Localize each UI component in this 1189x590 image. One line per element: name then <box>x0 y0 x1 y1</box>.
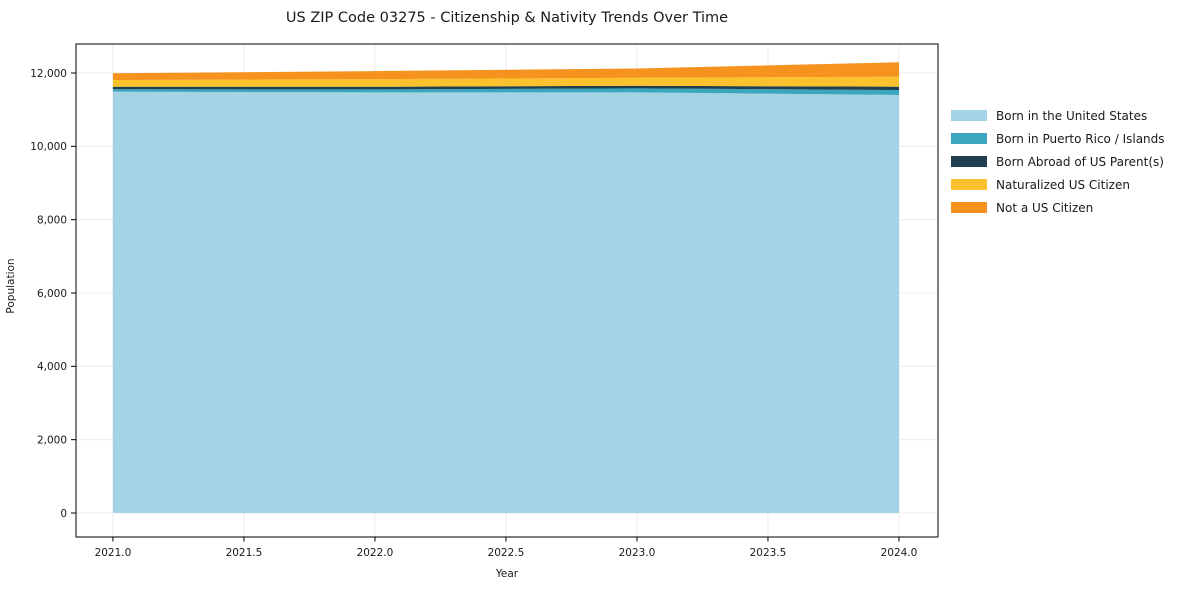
y-tick-label: 0 <box>60 508 67 520</box>
y-tick-label: 10,000 <box>30 141 67 153</box>
area-born-in-puerto-rico-islands <box>112 88 899 95</box>
legend-item-born-in-the-united-states: Born in the United States <box>951 104 1165 127</box>
legend-swatch <box>951 179 987 190</box>
legend-swatch <box>951 110 987 121</box>
legend-label: Born in Puerto Rico / Islands <box>996 131 1165 146</box>
x-axis-label: Year <box>495 568 519 580</box>
x-tick-label: 2023.0 <box>619 547 656 559</box>
area-not-a-us-citizen <box>112 62 899 80</box>
y-axis-label: Population <box>5 258 17 313</box>
y-tick-label: 8,000 <box>37 214 67 226</box>
x-tick-label: 2021.5 <box>226 547 263 559</box>
plot-frame <box>75 43 939 538</box>
legend-swatch <box>951 156 987 167</box>
area-born-in-the-united-states <box>112 91 899 513</box>
y-tick-label: 4,000 <box>37 361 67 373</box>
x-tick-label: 2023.5 <box>750 547 787 559</box>
chart-title: US ZIP Code 03275 - Citizenship & Nativi… <box>286 10 728 26</box>
y-tick-label: 6,000 <box>37 288 67 300</box>
legend-item-not-a-us-citizen: Not a US Citizen <box>951 196 1165 219</box>
area-layer <box>112 62 899 513</box>
legend-item-born-abroad-of-us-parent-s: Born Abroad of US Parent(s) <box>951 150 1165 173</box>
legend-swatch <box>951 202 987 213</box>
x-tick-label: 2024.0 <box>881 547 918 559</box>
y-tick-label: 12,000 <box>30 68 67 80</box>
legend-label: Born Abroad of US Parent(s) <box>996 154 1164 169</box>
legend: Born in the United States Born in Puerto … <box>951 104 1165 219</box>
area-born-abroad-of-us-parent-s <box>112 85 899 90</box>
legend-label: Not a US Citizen <box>996 200 1094 215</box>
y-tick-label: 2,000 <box>37 434 67 446</box>
x-tick-label: 2022.5 <box>488 547 525 559</box>
x-tick-label: 2022.0 <box>357 547 394 559</box>
tick-layer: 2021.0 2021.5 2022.0 2022.5 2023.0 2023.5 2024… <box>30 68 917 559</box>
legend-item-naturalized-us-citizen: Naturalized US Citizen <box>951 173 1165 196</box>
legend-swatch <box>951 133 987 144</box>
legend-label: Born in the United States <box>996 108 1148 123</box>
legend-item-born-in-puerto-rico-islands: Born in Puerto Rico / Islands <box>951 127 1165 150</box>
legend-label: Naturalized US Citizen <box>996 177 1130 192</box>
x-tick-label: 2021.0 <box>95 547 132 559</box>
area-naturalized-us-citizen <box>112 76 899 87</box>
